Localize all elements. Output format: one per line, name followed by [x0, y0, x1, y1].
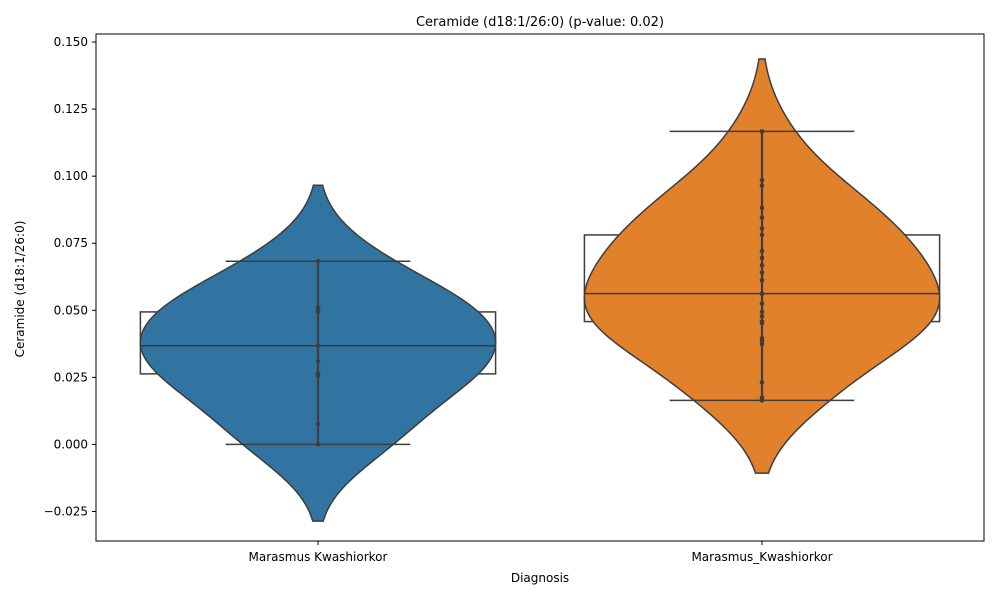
data-point-1-2 [315, 421, 321, 427]
data-point-2-4 [759, 341, 765, 347]
data-point-2-20 [759, 215, 765, 220]
plot-area [139, 58, 941, 522]
data-point-1-5 [315, 358, 321, 364]
y-tick-label-1: −0.025 [44, 504, 88, 518]
y-tick-label-8: 0.150 [54, 35, 88, 49]
x-tick-label-2: Marasmus_Kwashiorkor [691, 550, 832, 564]
data-point-1-10 [315, 258, 321, 264]
data-point-2-12 [759, 291, 765, 296]
y-tick-label-6: 0.100 [54, 169, 88, 183]
y-tick-label-3: 0.025 [54, 370, 88, 384]
data-point-2-19 [759, 226, 765, 231]
data-point-2-11 [759, 301, 765, 306]
x-axis-label: Diagnosis [511, 571, 569, 585]
data-point-2-2 [759, 395, 765, 401]
data-point-1-9 [315, 305, 321, 310]
data-point-2-8 [759, 319, 765, 324]
data-point-1-1 [315, 442, 321, 447]
data-point-2-14 [759, 270, 765, 275]
data-point-2-9 [759, 313, 765, 319]
data-point-2-6 [759, 336, 765, 341]
data-point-2-3 [759, 379, 765, 385]
data-point-2-17 [759, 248, 765, 254]
data-point-2-13 [759, 277, 765, 283]
y-tick-label-4: 0.050 [54, 303, 88, 317]
data-point-1-6 [315, 343, 321, 349]
data-point-2-15 [759, 262, 765, 268]
y-tick-label-2: 0.000 [54, 437, 88, 451]
chart-title: Ceramide (d18:1/26:0) (p-value: 0.02) [416, 15, 664, 30]
data-point-1-4 [315, 371, 321, 377]
data-point-2-24 [759, 129, 765, 134]
data-point-2-18 [759, 232, 765, 238]
x-tick-label-1: Marasmus Kwashiorkor [249, 550, 388, 564]
y-tick-label-7: 0.125 [54, 102, 88, 116]
data-point-2-21 [759, 205, 765, 211]
axes: −0.025 0.000 0.025 0.050 0.075 0.100 0.125 0.15… [44, 33, 985, 564]
plot-frame [95, 33, 985, 542]
data-point-2-22 [759, 183, 765, 188]
data-point-2-16 [759, 255, 765, 261]
y-axis-label: Ceramide (d18:1/26:0) [13, 221, 27, 358]
y-tick-label-5: 0.075 [54, 236, 88, 250]
data-point-2-10 [759, 309, 765, 315]
data-point-2-23 [759, 177, 765, 183]
